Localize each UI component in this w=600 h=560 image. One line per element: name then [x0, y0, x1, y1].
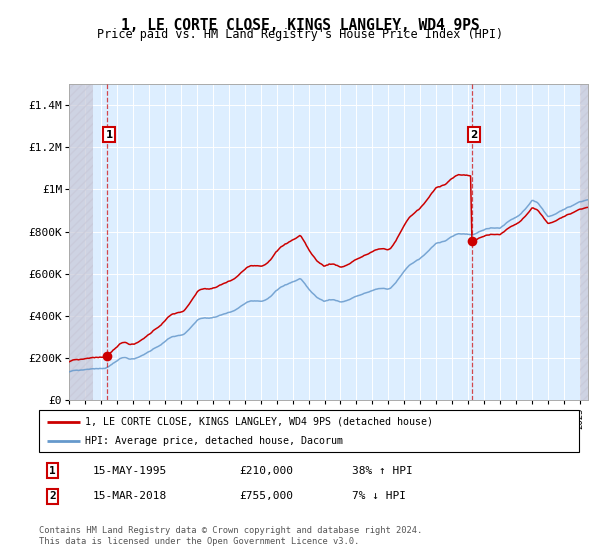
- Text: 1: 1: [106, 129, 113, 139]
- Text: Price paid vs. HM Land Registry's House Price Index (HPI): Price paid vs. HM Land Registry's House …: [97, 28, 503, 41]
- Text: 15-MAY-1995: 15-MAY-1995: [93, 465, 167, 475]
- FancyBboxPatch shape: [39, 410, 579, 452]
- Text: 38% ↑ HPI: 38% ↑ HPI: [352, 465, 413, 475]
- Text: 2: 2: [470, 129, 478, 139]
- Text: 1, LE CORTE CLOSE, KINGS LANGLEY, WD4 9PS: 1, LE CORTE CLOSE, KINGS LANGLEY, WD4 9P…: [121, 18, 479, 33]
- Text: £210,000: £210,000: [239, 465, 293, 475]
- Text: Contains HM Land Registry data © Crown copyright and database right 2024.
This d: Contains HM Land Registry data © Crown c…: [39, 526, 422, 546]
- Bar: [580, 84, 588, 400]
- Text: 1: 1: [49, 465, 56, 475]
- Bar: [69, 84, 93, 400]
- Text: 2: 2: [49, 491, 56, 501]
- Text: £755,000: £755,000: [239, 491, 293, 501]
- Text: 7% ↓ HPI: 7% ↓ HPI: [352, 491, 406, 501]
- Text: HPI: Average price, detached house, Dacorum: HPI: Average price, detached house, Daco…: [85, 436, 343, 446]
- Text: 15-MAR-2018: 15-MAR-2018: [93, 491, 167, 501]
- Text: 1, LE CORTE CLOSE, KINGS LANGLEY, WD4 9PS (detached house): 1, LE CORTE CLOSE, KINGS LANGLEY, WD4 9P…: [85, 417, 433, 427]
